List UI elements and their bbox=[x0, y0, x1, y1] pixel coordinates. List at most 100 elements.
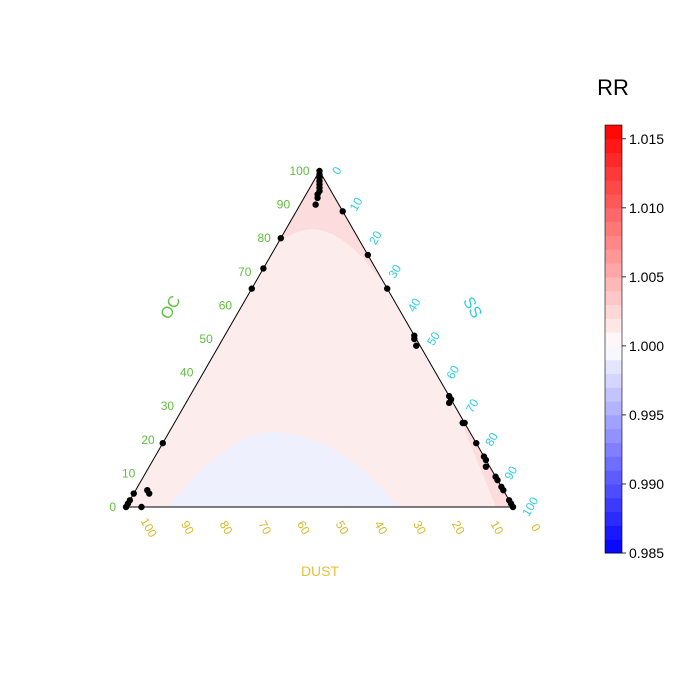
colorbar-cell bbox=[605, 456, 622, 471]
colorbar-cell bbox=[605, 318, 622, 333]
colorbar-cell bbox=[605, 221, 622, 236]
colorbar-cell bbox=[605, 401, 622, 416]
colorbar-cell bbox=[605, 332, 622, 347]
dust-tick-label: 80 bbox=[217, 518, 236, 537]
dust-tick-label: 10 bbox=[488, 518, 507, 537]
colorbar-cell bbox=[605, 235, 622, 250]
colorbar-cell bbox=[605, 180, 622, 195]
colorbar-cells bbox=[605, 125, 622, 554]
data-point bbox=[277, 235, 284, 242]
colorbar-tick-label: 1.010 bbox=[629, 200, 664, 216]
dust-tick-label: 50 bbox=[333, 518, 352, 537]
colorbar-outline bbox=[604, 124, 623, 554]
colorbar-cell bbox=[605, 428, 622, 444]
colorbar-tick-label: 0.985 bbox=[629, 545, 664, 561]
colorbar-cell bbox=[605, 497, 622, 513]
data-point bbox=[459, 419, 466, 427]
colorbar-tick-label: 0.995 bbox=[629, 407, 664, 423]
colorbar-cell bbox=[605, 359, 622, 375]
ss-tick-label: 100 bbox=[519, 494, 541, 519]
data-point bbox=[339, 208, 346, 215]
dust-tick-label: 90 bbox=[178, 518, 197, 537]
colorbar-cell bbox=[605, 166, 622, 181]
colorbar: RR 1.015 1.010 1.005 1.000 0.995 0.990 0.985 bbox=[597, 75, 664, 561]
oc-tick-label: 90 bbox=[277, 198, 291, 212]
colorbar-tick-label: 1.000 bbox=[629, 338, 664, 354]
dust-tick-label: 20 bbox=[449, 518, 468, 537]
colorbar-cell bbox=[605, 304, 622, 319]
colorbar-cell bbox=[605, 442, 622, 457]
colorbar-cell bbox=[605, 138, 622, 154]
data-point bbox=[509, 503, 517, 511]
ss-tick-label: 0 bbox=[329, 164, 345, 177]
ss-tick-label: 20 bbox=[366, 228, 385, 247]
colorbar-cell bbox=[605, 525, 622, 540]
oc-axis-title: OC bbox=[158, 293, 185, 322]
dust-axis-title: DUST bbox=[301, 563, 340, 579]
colorbar-tick-label: 0.990 bbox=[629, 476, 664, 492]
dust-axis-ticks: 100 90 80 70 60 50 40 30 20 10 0 bbox=[138, 515, 544, 540]
colorbar-tick-label: 1.015 bbox=[629, 131, 664, 147]
colorbar-cell bbox=[605, 387, 622, 402]
data-point bbox=[473, 439, 480, 447]
data-point bbox=[130, 490, 137, 497]
colorbar-cell bbox=[605, 263, 622, 278]
colorbar-title: RR bbox=[597, 75, 629, 100]
ss-tick-label: 90 bbox=[502, 463, 521, 482]
ss-axis-title: SS bbox=[459, 294, 484, 321]
dust-tick-label: 60 bbox=[294, 518, 313, 537]
data-point bbox=[482, 463, 490, 470]
ss-tick-label: 50 bbox=[424, 329, 443, 348]
colorbar-tick-label: 1.005 bbox=[629, 269, 664, 285]
colorbar-cell bbox=[605, 194, 622, 209]
ss-tick-label: 30 bbox=[385, 262, 404, 281]
dust-tick-label: 30 bbox=[410, 518, 429, 537]
colorbar-cell bbox=[605, 539, 622, 554]
data-point bbox=[482, 456, 490, 464]
colorbar-cell bbox=[605, 152, 622, 167]
data-point bbox=[445, 399, 453, 407]
region-low bbox=[168, 431, 398, 507]
dust-tick-label: 70 bbox=[255, 518, 274, 537]
oc-tick-label: 30 bbox=[161, 399, 175, 413]
data-point bbox=[260, 265, 267, 272]
dust-tick-label: 100 bbox=[138, 515, 160, 540]
ss-tick-label: 10 bbox=[347, 195, 366, 214]
data-point bbox=[413, 342, 420, 349]
data-point bbox=[500, 487, 507, 494]
data-point bbox=[159, 439, 166, 447]
oc-tick-label: 100 bbox=[289, 164, 309, 178]
oc-tick-label: 10 bbox=[122, 466, 136, 480]
colorbar-cell bbox=[605, 345, 622, 361]
data-point bbox=[314, 194, 321, 202]
data-point bbox=[384, 285, 391, 292]
data-point bbox=[411, 335, 418, 343]
data-point bbox=[138, 503, 145, 511]
data-point bbox=[248, 285, 255, 292]
oc-tick-label: 80 bbox=[257, 231, 271, 245]
colorbar-cell bbox=[605, 414, 622, 430]
colorbar-cell bbox=[605, 373, 622, 388]
colorbar-cell bbox=[605, 125, 622, 140]
dust-tick-label: 0 bbox=[528, 521, 544, 534]
colorbar-cell bbox=[605, 249, 622, 264]
colorbar-cell bbox=[605, 207, 622, 223]
colorbar-cell bbox=[605, 276, 622, 292]
data-point bbox=[122, 503, 130, 511]
colorbar-cell bbox=[605, 470, 622, 485]
oc-tick-label: 40 bbox=[180, 366, 194, 380]
colorbar-ticks: 1.015 1.010 1.005 1.000 0.995 0.990 0.985 bbox=[622, 131, 664, 561]
data-points bbox=[122, 167, 517, 511]
oc-axis-ticks: 0 10 20 30 40 50 60 70 80 90 100 bbox=[109, 164, 310, 514]
oc-tick-label: 50 bbox=[199, 332, 213, 346]
colorbar-cell bbox=[605, 483, 622, 499]
data-point bbox=[312, 201, 319, 208]
oc-tick-label: 70 bbox=[238, 265, 252, 279]
triangle-left-edge bbox=[125, 170, 320, 508]
colorbar-cell bbox=[605, 511, 622, 526]
oc-tick-label: 20 bbox=[141, 433, 155, 447]
ss-tick-label: 40 bbox=[405, 295, 424, 314]
ss-tick-label: 70 bbox=[463, 396, 482, 415]
plot-area bbox=[126, 171, 513, 507]
